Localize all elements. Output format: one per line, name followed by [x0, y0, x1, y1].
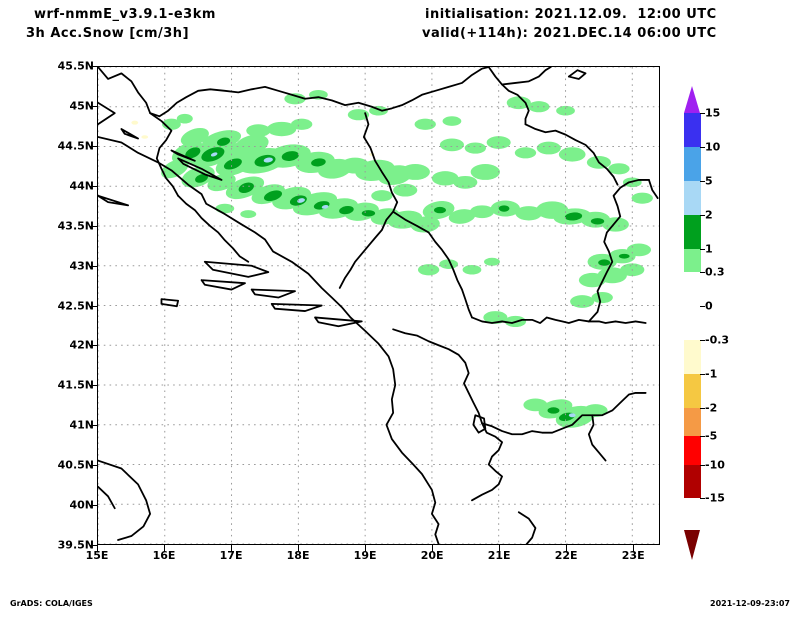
colorbar-tick-label: -15: [705, 491, 725, 505]
colorbar-tick-label: -10: [705, 458, 725, 472]
lat-tick-mark: [90, 185, 97, 187]
lon-tick-mark: [164, 545, 166, 552]
colorbar-tick-mark: [700, 374, 705, 375]
colorbar-tick-label: 15: [705, 106, 721, 120]
initialisation-label: initialisation: 2021.12.09. 12:00 UTC: [425, 7, 717, 22]
colorbar-band: [684, 340, 701, 374]
lat-tick-label: 43.5N: [57, 219, 94, 233]
lat-tick-mark: [90, 505, 97, 507]
render-timestamp-label: 2021-12-09-23:07: [710, 599, 790, 608]
lon-tick-label: 18E: [286, 549, 310, 562]
colorbar-band: [684, 215, 701, 249]
lat-tick-label: 45N: [69, 99, 94, 113]
lat-tick-mark: [90, 305, 97, 307]
colorbar-tick-mark: [700, 147, 705, 148]
colorbar-tick-label: 0: [705, 299, 713, 313]
lon-tick-mark: [365, 545, 367, 552]
colorbar-tick-label: -1: [705, 367, 718, 381]
lat-tick-label: 41.5N: [57, 378, 94, 392]
lat-tick-mark: [90, 465, 97, 467]
model-name-label: wrf-nmmE_v3.9.1-e3km: [34, 7, 216, 22]
lon-tick-label: 21E: [487, 549, 511, 562]
lon-tick-label: 20E: [420, 549, 444, 562]
field-name-label: 3h Acc.Snow [cm/3h]: [26, 26, 190, 41]
colorbar-tick-mark: [700, 306, 705, 307]
colorbar-band: [684, 181, 701, 215]
colorbar-tick-label: 1: [705, 242, 713, 256]
colorbar-tick-mark: [700, 215, 705, 216]
lat-tick-label: 44N: [69, 179, 94, 193]
colorbar-tick-mark: [700, 498, 705, 499]
lon-tick-mark: [499, 545, 501, 552]
lat-tick-mark: [90, 105, 97, 107]
lat-tick-label: 41N: [69, 418, 94, 432]
lat-tick-mark: [90, 145, 97, 147]
lat-tick-label: 42.5N: [57, 299, 94, 312]
lon-tick-mark: [231, 545, 233, 552]
lon-tick-mark: [298, 545, 300, 552]
lat-tick-mark: [90, 385, 97, 387]
colorbar-band: [684, 147, 701, 181]
colorbar-tick-label: -5: [705, 429, 718, 443]
lon-tick-label: 15E: [85, 549, 109, 562]
colorbar-scale: [684, 86, 701, 560]
lon-tick-label: 16E: [152, 549, 176, 562]
lon-tick-mark: [566, 545, 568, 552]
lat-tick-label: 45.5N: [57, 59, 94, 73]
map-plot-area: [97, 66, 660, 545]
lon-tick-label: 19E: [353, 549, 377, 562]
colorbar-tick-label: -2: [705, 401, 718, 415]
lat-tick-label: 43N: [69, 259, 94, 273]
lat-tick-mark: [90, 265, 97, 267]
grads-credit-label: GrADS: COLA/IGES: [10, 599, 93, 608]
colorbar-tick-mark: [700, 181, 705, 182]
lat-tick-label: 40N: [69, 498, 94, 512]
lon-tick-label: 22E: [554, 549, 578, 562]
colorbar-tick-label: 10: [705, 140, 721, 154]
lat-tick-label: 42N: [69, 338, 94, 352]
lat-tick-label: 40.5N: [57, 458, 94, 472]
colorbar-tick-label: 5: [705, 174, 713, 188]
lat-tick-label: 39.5N: [57, 538, 94, 552]
coastline-and-borders: [98, 67, 659, 544]
lat-tick-mark: [90, 345, 97, 347]
colorbar-band: [684, 306, 701, 340]
lon-tick-mark: [633, 545, 635, 552]
colorbar-band: [684, 374, 701, 408]
lat-tick-mark: [90, 66, 97, 67]
colorbar-band: [684, 249, 701, 272]
colorbar-tick-mark: [700, 272, 705, 273]
colorbar-tick-mark: [700, 408, 705, 409]
lat-tick-mark: [90, 425, 97, 427]
colorbar-tick-mark: [700, 436, 705, 437]
lon-tick-label: 17E: [219, 549, 243, 562]
colorbar-band: [684, 436, 701, 465]
colorbar-tick-mark: [700, 113, 705, 114]
colorbar-band: [684, 408, 701, 436]
colorbar-band: [684, 465, 701, 498]
lon-tick-mark: [432, 545, 434, 552]
lat-tick-mark: [90, 545, 97, 546]
colorbar-tick-mark: [700, 340, 705, 341]
lat-tick-mark: [90, 225, 97, 227]
colorbar-band-overflow-low: [684, 530, 700, 560]
colorbar-band-overflow-high: [684, 86, 700, 113]
lat-tick-label: 44.5N: [57, 139, 94, 153]
colorbar-tick-label: 0.3: [705, 265, 725, 279]
colorbar-band: [684, 272, 701, 306]
colorbar-band: [684, 113, 701, 147]
colorbar-tick-mark: [700, 249, 705, 250]
lon-tick-label: 23E: [621, 549, 645, 562]
colorbar-tick-label: -0.3: [705, 333, 730, 347]
colorbar-tick-label: 2: [705, 208, 713, 222]
colorbar-tick-mark: [700, 465, 705, 466]
lon-tick-mark: [97, 545, 98, 552]
valid-time-label: valid(+114h): 2021.DEC.14 06:00 UTC: [422, 26, 717, 41]
